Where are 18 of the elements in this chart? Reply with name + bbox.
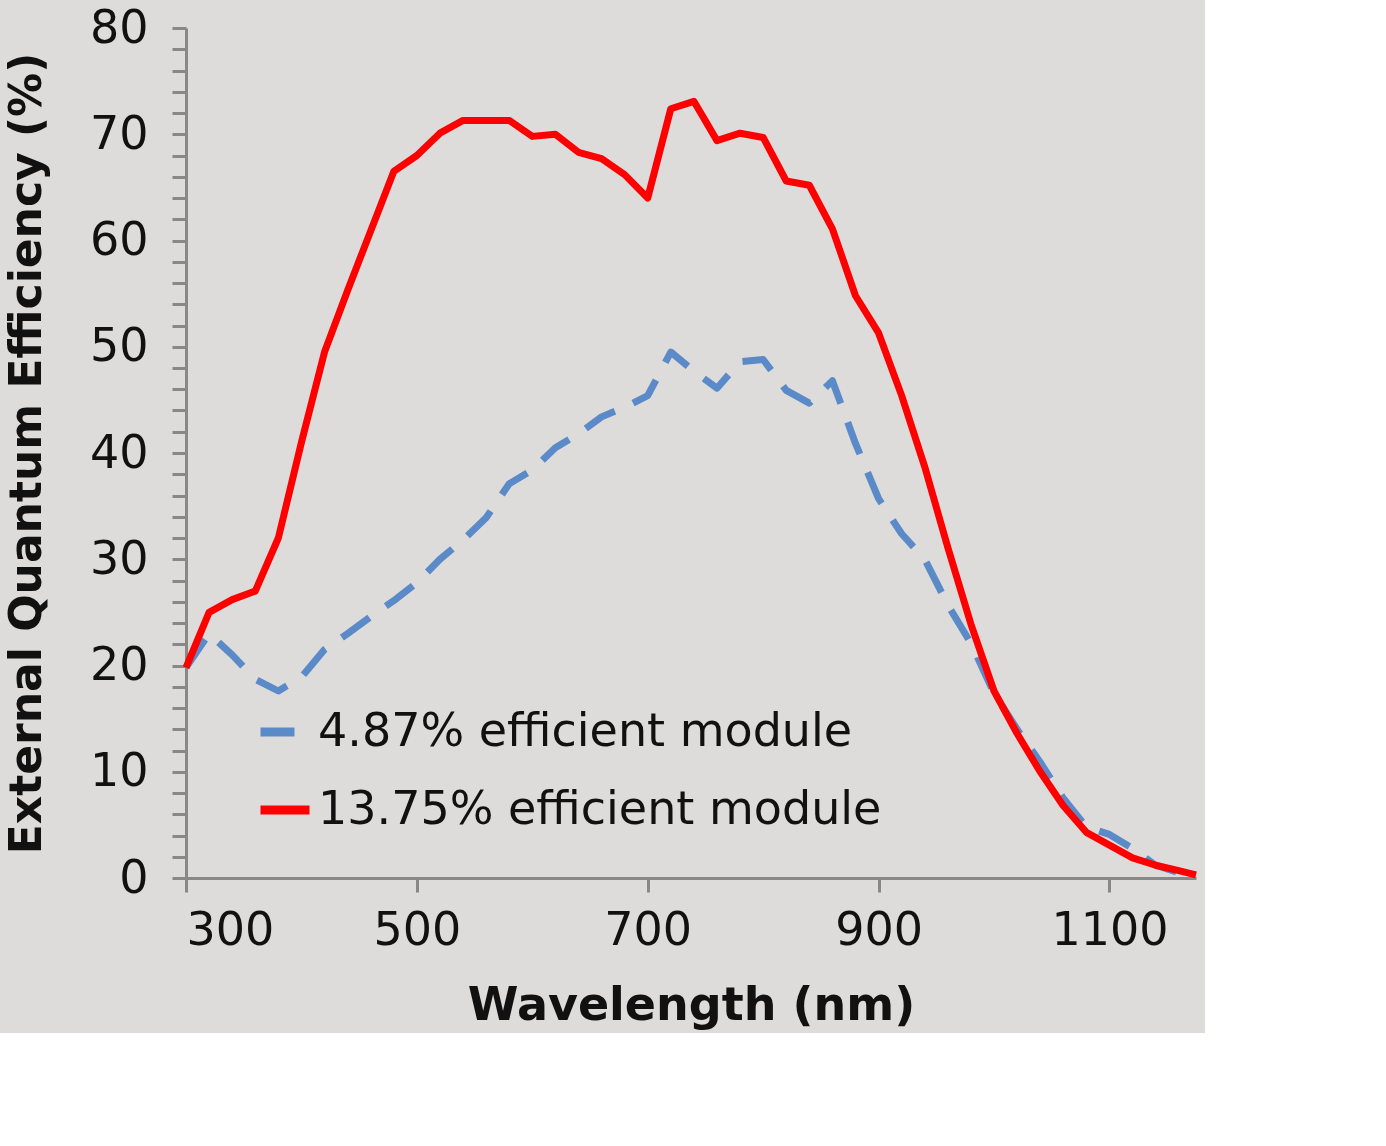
legend-label: 13.75% efficient module — [318, 781, 882, 835]
y-tick-label: 50 — [89, 318, 149, 373]
y-tick-label: 10 — [89, 743, 149, 798]
legend-label: 4.87% efficient module — [318, 703, 853, 757]
x-tick-label: 300 — [186, 901, 275, 956]
x-tick-label: 700 — [604, 901, 693, 956]
x-tick-label: 900 — [835, 901, 923, 956]
x-axis-title: Wavelength (nm) — [467, 976, 916, 1031]
y-tick-label: 80 — [89, 0, 149, 54]
y-tick-label: 70 — [89, 105, 149, 160]
x-tick-label: 1100 — [1051, 901, 1169, 956]
x-tick-label: 500 — [373, 901, 462, 956]
y-tick-label: 60 — [89, 212, 149, 266]
y-tick-label: 30 — [89, 530, 149, 585]
y-tick-label: 20 — [89, 637, 149, 691]
y-axis-title: External Quantum Efficiency (%) — [0, 52, 51, 855]
y-tick-label: 40 — [89, 424, 149, 479]
y-tick-label: 0 — [119, 849, 149, 904]
